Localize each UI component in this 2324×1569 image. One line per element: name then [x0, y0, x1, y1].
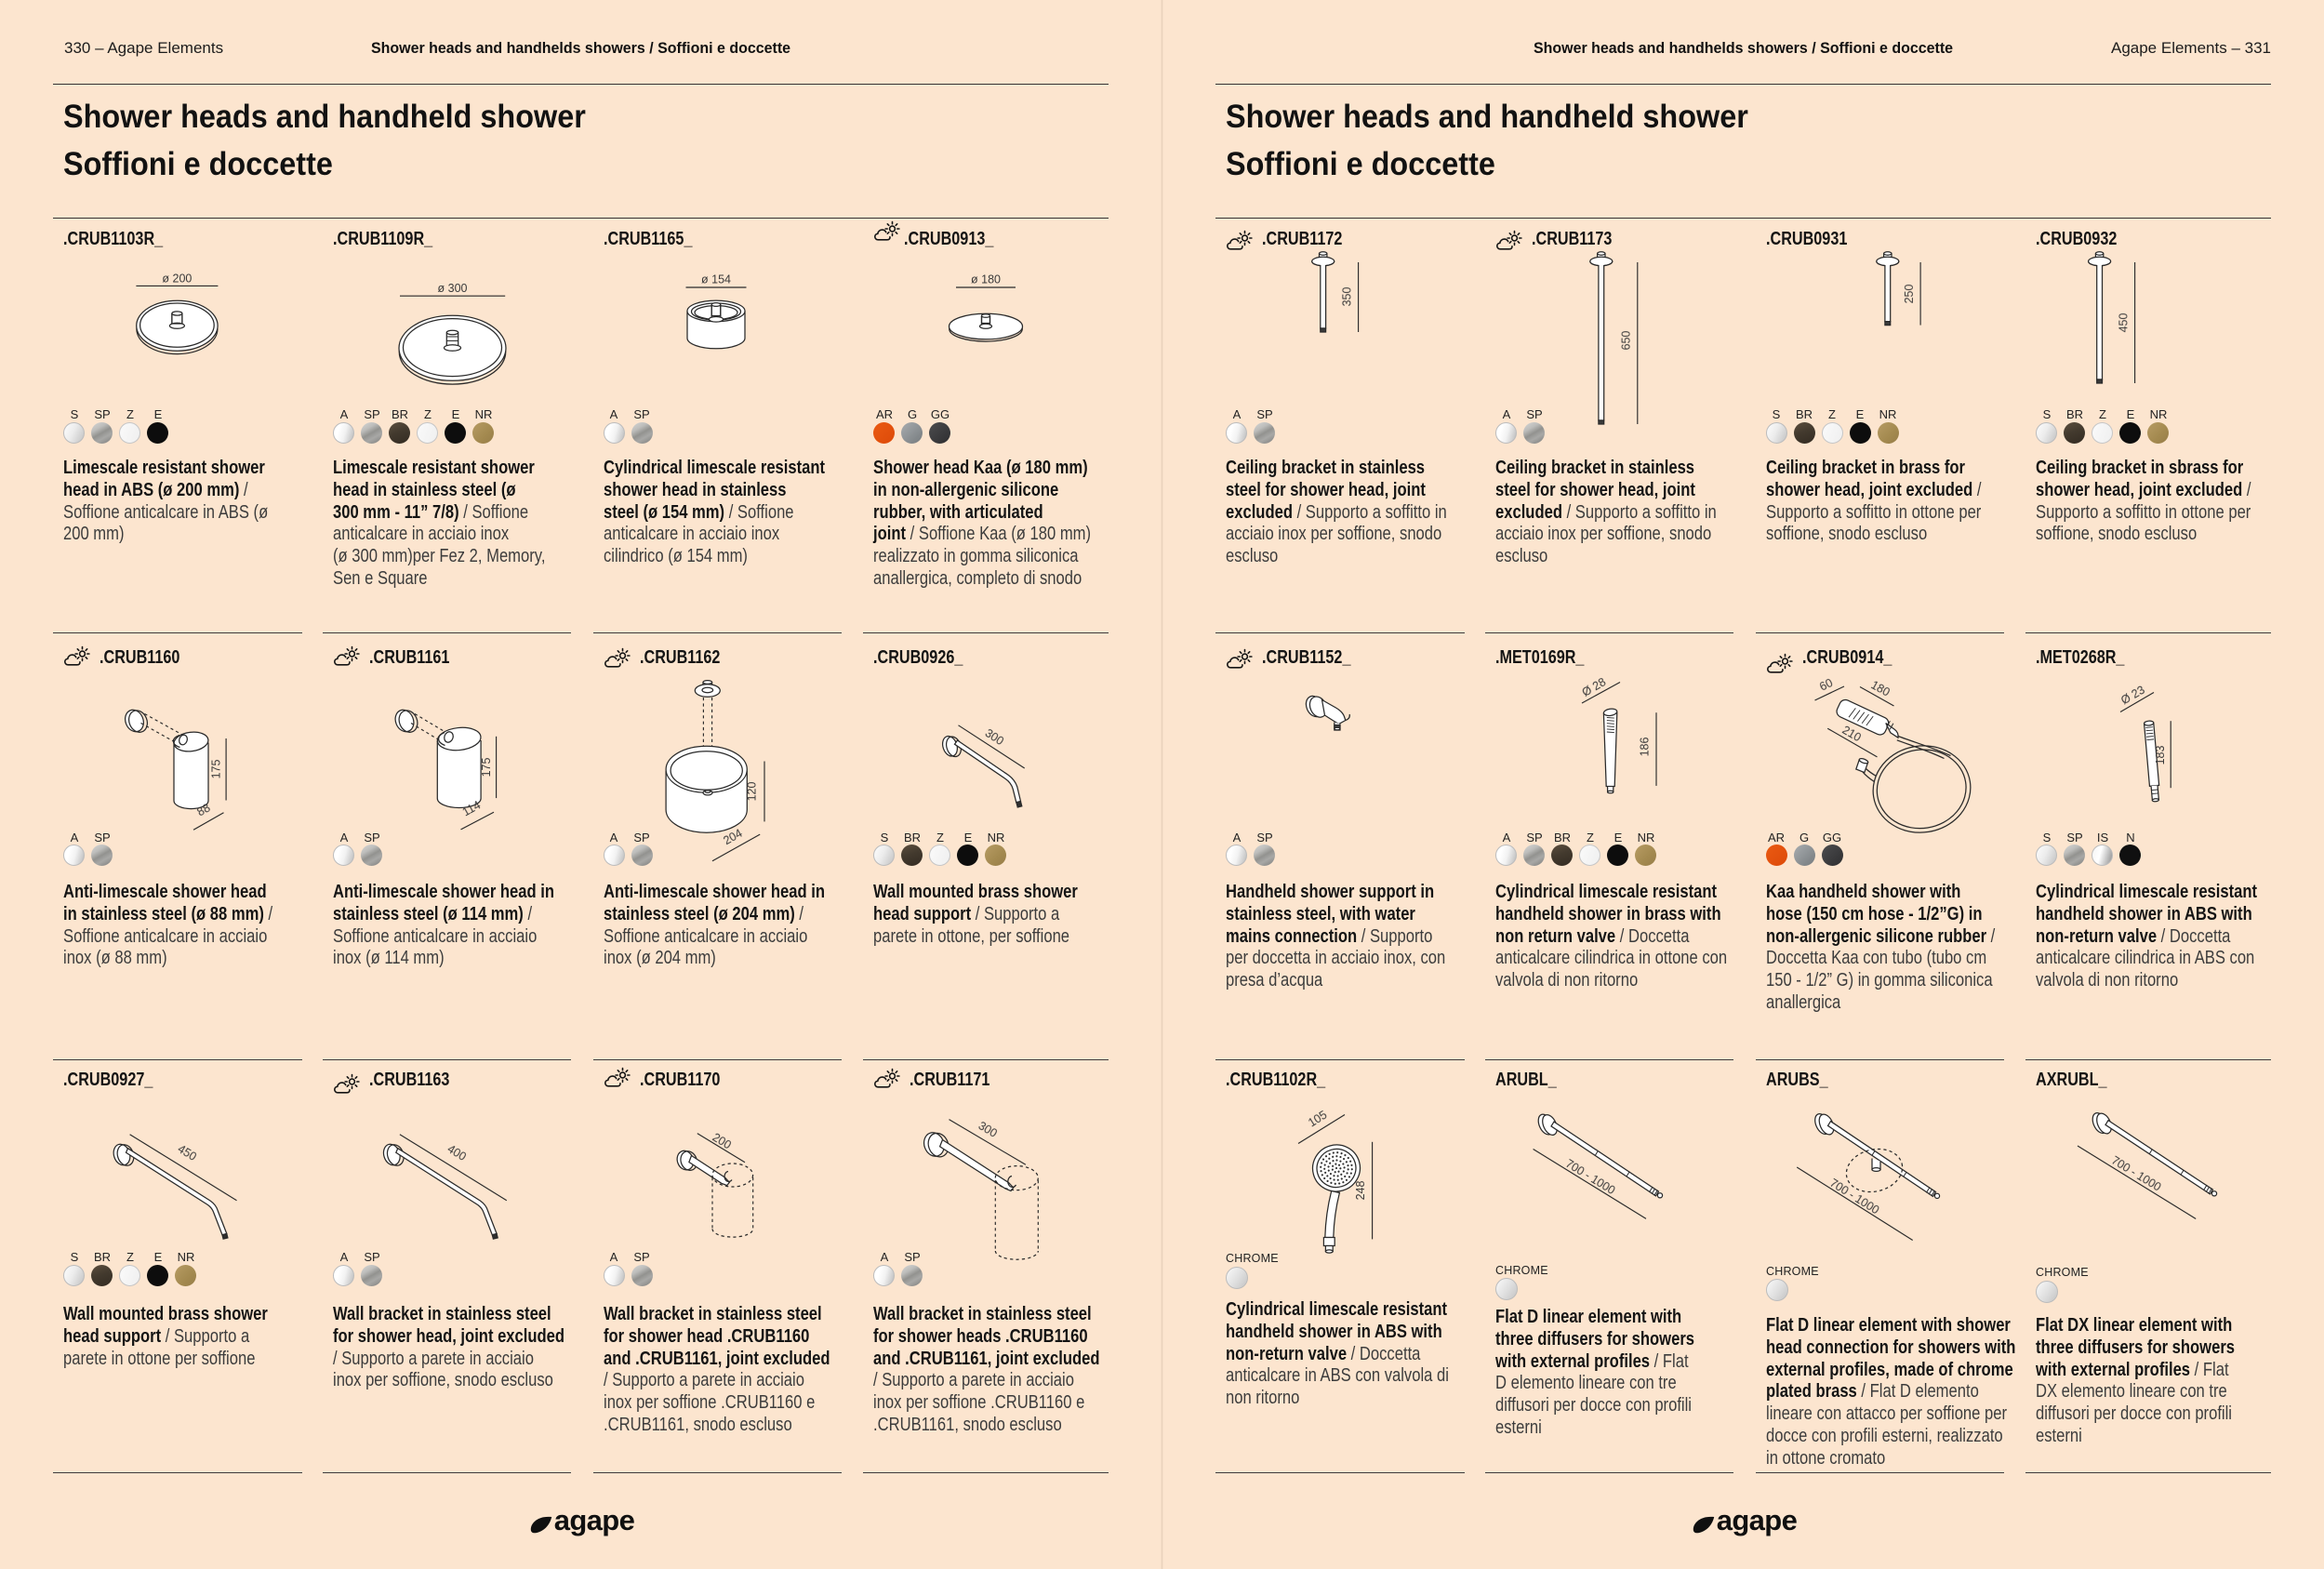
svg-text:700 - 1000: 700 - 1000 [2109, 1154, 2163, 1194]
svg-text:250: 250 [1903, 285, 1916, 304]
svg-text:Ø 28: Ø 28 [1580, 675, 1609, 699]
svg-text:60: 60 [1817, 676, 1835, 694]
svg-text:248: 248 [1354, 1181, 1367, 1201]
svg-text:400: 400 [445, 1142, 469, 1163]
svg-text:120: 120 [746, 782, 759, 802]
svg-text:183: 183 [2154, 746, 2167, 765]
svg-text:88: 88 [195, 801, 213, 818]
svg-text:700 - 1000: 700 - 1000 [1827, 1177, 1881, 1217]
svg-text:ø 300: ø 300 [438, 282, 468, 295]
svg-text:186: 186 [1639, 738, 1652, 757]
svg-text:175: 175 [480, 758, 493, 778]
svg-text:ø 180: ø 180 [971, 273, 1001, 286]
svg-text:450: 450 [2117, 313, 2130, 333]
svg-text:Ø 23: Ø 23 [2118, 684, 2147, 708]
svg-text:300: 300 [983, 726, 1006, 748]
svg-text:180: 180 [1868, 678, 1892, 698]
svg-text:175: 175 [210, 760, 223, 779]
svg-text:200: 200 [710, 1131, 734, 1152]
svg-text:ø 154: ø 154 [701, 273, 731, 286]
svg-text:350: 350 [1340, 287, 1353, 307]
svg-text:ø 200: ø 200 [162, 273, 192, 286]
svg-text:450: 450 [176, 1142, 199, 1163]
svg-text:650: 650 [1620, 331, 1633, 351]
